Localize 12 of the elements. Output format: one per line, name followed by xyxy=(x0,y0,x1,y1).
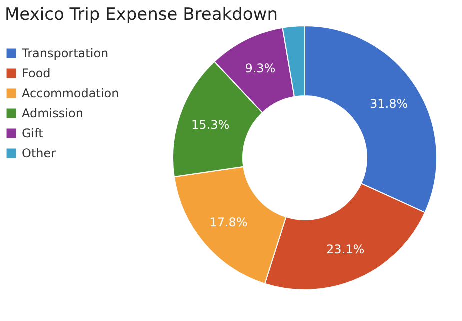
legend-label: Other xyxy=(22,146,56,160)
data-label: 15.3% xyxy=(192,118,230,132)
data-label: 17.8% xyxy=(210,216,248,230)
legend-label: Food xyxy=(22,66,51,80)
legend-label: Gift xyxy=(22,126,44,140)
legend-label: Accommodation xyxy=(22,86,120,100)
legend-label: Admission xyxy=(22,106,84,120)
data-label: 9.3% xyxy=(245,61,276,76)
chart-title: Mexico Trip Expense Breakdown xyxy=(5,5,278,25)
data-label: 31.8% xyxy=(370,96,408,111)
data-label: 23.1% xyxy=(326,242,365,256)
legend-label: Transportation xyxy=(21,46,109,60)
